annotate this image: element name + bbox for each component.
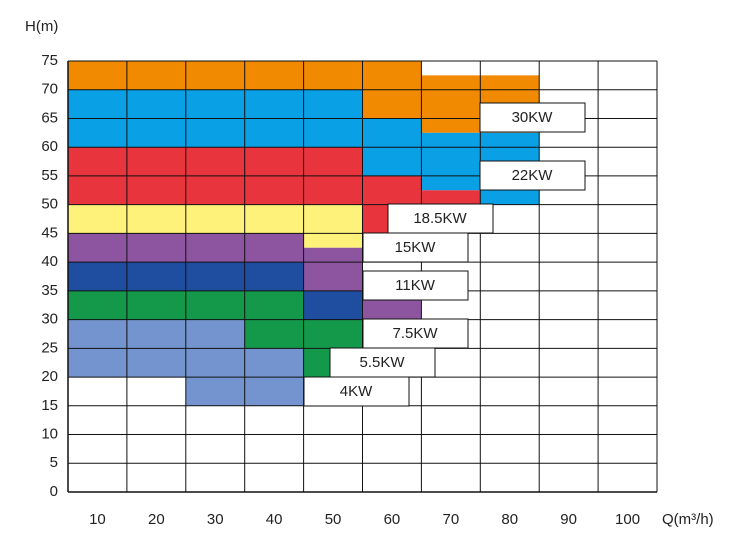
range-bar (126, 233, 186, 263)
y-tick-label: 10 (41, 426, 58, 443)
range-bar (244, 204, 304, 234)
range-bar (126, 204, 186, 234)
range-bar (303, 290, 363, 320)
y-tick-label: 25 (41, 339, 58, 356)
range-bar (244, 262, 304, 291)
range-bar (185, 204, 245, 234)
y-axis-label: H(m) (25, 18, 58, 35)
series-label: 5.5KW (359, 354, 405, 371)
range-bar (303, 204, 363, 248)
y-tick-label: 55 (41, 167, 58, 184)
y-tick-label: 20 (41, 368, 58, 385)
range-bar (68, 233, 127, 263)
y-tick-label: 30 (41, 311, 58, 328)
range-bar (68, 262, 127, 291)
label-box (362, 270, 469, 301)
series-label: 30KW (512, 109, 554, 126)
series-label: 11KW (395, 277, 436, 294)
series-label: 15KW (395, 239, 437, 256)
label-box (387, 203, 494, 234)
x-tick-label: 60 (384, 511, 401, 528)
range-bar (185, 290, 245, 320)
range-bar (185, 233, 245, 263)
x-tick-label: 10 (89, 511, 106, 528)
y-tick-label: 70 (41, 81, 58, 98)
y-tick-label: 5 (50, 454, 58, 471)
y-tick-label: 65 (41, 109, 58, 126)
y-tick-label: 0 (50, 483, 58, 500)
y-tick-label: 75 (41, 52, 58, 69)
label-box (303, 376, 410, 407)
x-tick-label: 40 (266, 511, 283, 528)
range-bar (185, 262, 245, 291)
range-bar (126, 61, 186, 90)
range-bar (303, 61, 363, 90)
label-box (329, 347, 436, 378)
range-bar (244, 233, 304, 263)
range-bar (185, 319, 245, 406)
label-box (479, 102, 586, 133)
label-box (362, 318, 469, 349)
series-label: 22KW (512, 167, 554, 184)
x-tick-label: 100 (615, 511, 640, 528)
y-tick-label: 15 (41, 397, 58, 414)
x-tick-label: 90 (560, 511, 577, 528)
y-tick-label: 50 (41, 196, 58, 213)
y-tick-label: 60 (41, 138, 58, 155)
series-label: 18.5KW (413, 210, 467, 227)
range-bar (126, 262, 186, 291)
y-tick-label: 45 (41, 224, 58, 241)
y-tick-label: 40 (41, 253, 58, 270)
series-label: 4KW (340, 383, 373, 400)
range-bar (185, 61, 245, 90)
range-bar (421, 132, 481, 191)
label-box (479, 160, 586, 191)
x-tick-label: 20 (148, 511, 165, 528)
x-axis-label: Q(m³/h) (662, 511, 714, 528)
x-tick-label: 50 (325, 511, 342, 528)
x-tick-label: 30 (207, 511, 224, 528)
label-box (362, 232, 469, 263)
x-tick-label: 80 (501, 511, 518, 528)
range-bar (126, 290, 186, 320)
x-tick-label: 70 (443, 511, 460, 528)
range-bar (68, 61, 127, 90)
range-bar (303, 247, 363, 291)
series-label: 7.5KW (392, 325, 438, 342)
range-bar (421, 190, 481, 205)
range-bar (68, 290, 127, 320)
range-bar (68, 204, 127, 234)
y-tick-label: 35 (41, 282, 58, 299)
range-bar (244, 61, 304, 90)
range-bar (421, 75, 481, 133)
